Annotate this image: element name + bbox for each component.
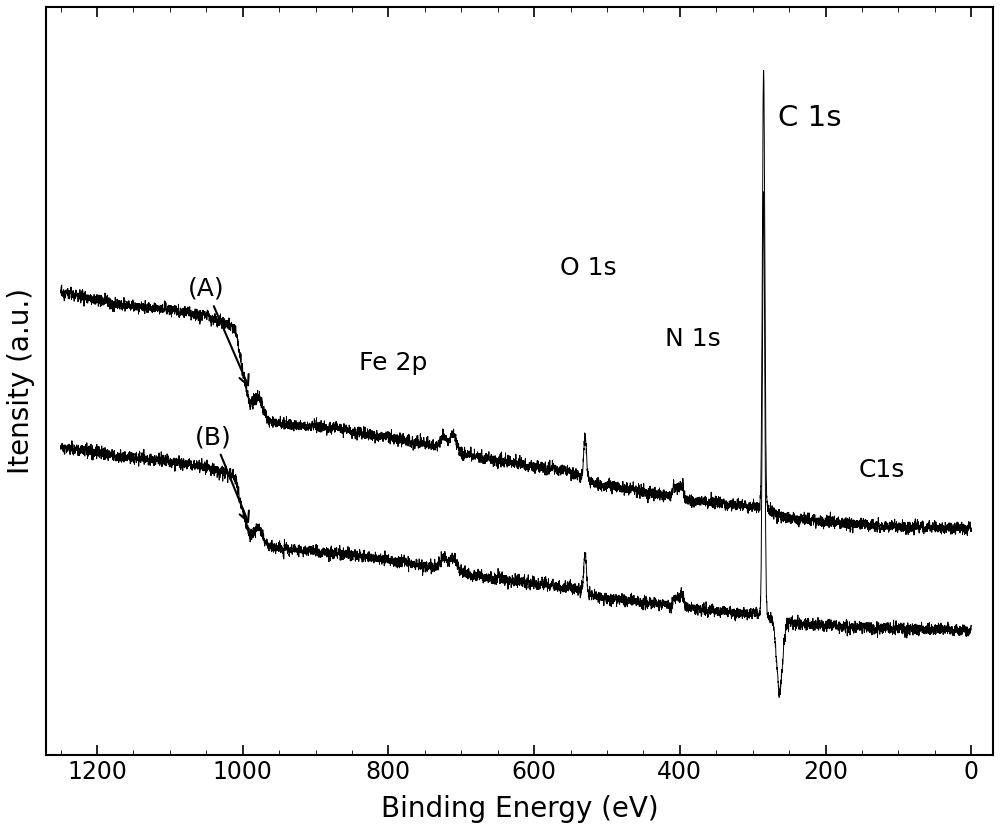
Text: C 1s: C 1s (778, 104, 842, 132)
X-axis label: Binding Energy (eV): Binding Energy (eV) (381, 795, 658, 823)
Text: O 1s: O 1s (560, 256, 616, 280)
Text: C1s: C1s (858, 458, 905, 482)
Text: (B): (B) (195, 425, 249, 522)
Y-axis label: Itensity (a.u.): Itensity (a.u.) (7, 288, 35, 474)
Text: N 1s: N 1s (665, 327, 721, 351)
Text: (A): (A) (188, 277, 249, 385)
Text: Fe 2p: Fe 2p (359, 351, 428, 375)
